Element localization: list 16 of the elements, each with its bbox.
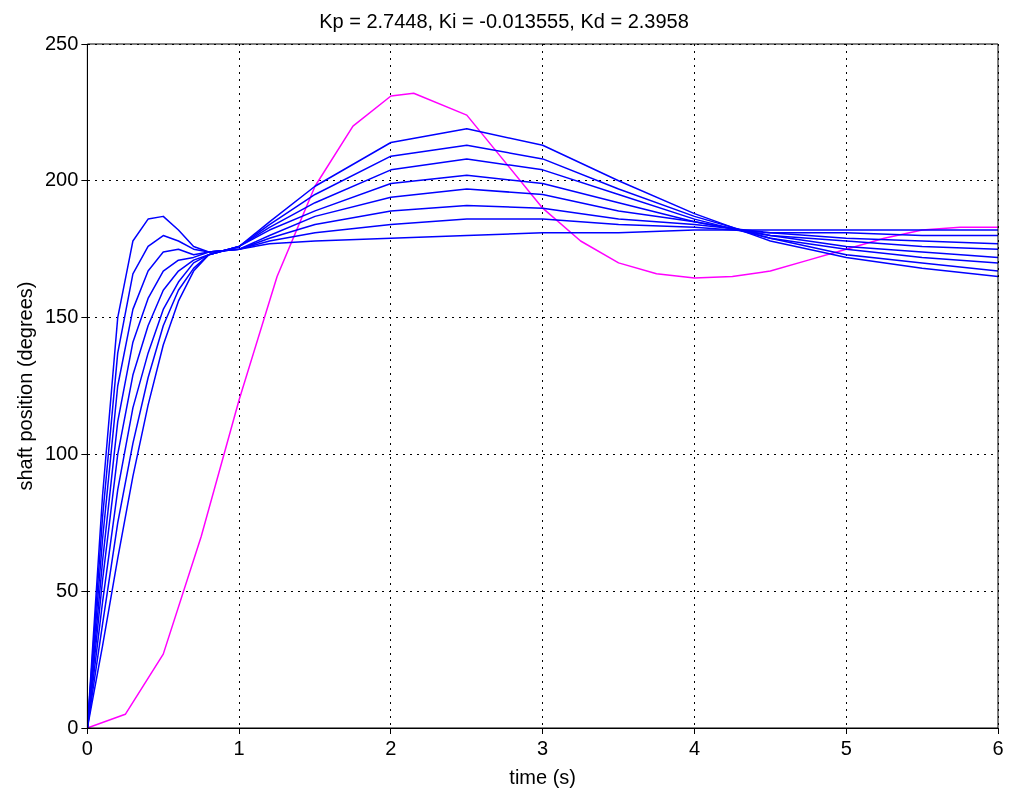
x-tick-label: 2 bbox=[385, 736, 397, 759]
x-tick-label: 3 bbox=[537, 736, 549, 759]
y-tick-label: 250 bbox=[44, 31, 79, 54]
x-tick-label: 5 bbox=[840, 736, 852, 759]
y-tick-label: 100 bbox=[44, 441, 79, 464]
x-axis-title: time (s) bbox=[509, 765, 577, 788]
x-tick-label: 1 bbox=[233, 736, 245, 759]
x-tick-label: 6 bbox=[992, 736, 1004, 759]
x-tick-label: 4 bbox=[688, 736, 701, 759]
chart-title: Kp = 2.7448, Ki = -0.013555, Kd = 2.3958 bbox=[319, 9, 689, 32]
y-tick-label: 0 bbox=[67, 715, 79, 738]
x-tick-label: 0 bbox=[81, 736, 93, 759]
y-tick-label: 150 bbox=[44, 305, 79, 328]
y-axis-title: shaft position (degrees) bbox=[13, 281, 36, 491]
y-tick-label: 200 bbox=[44, 168, 79, 191]
y-tick-label: 50 bbox=[56, 578, 79, 601]
